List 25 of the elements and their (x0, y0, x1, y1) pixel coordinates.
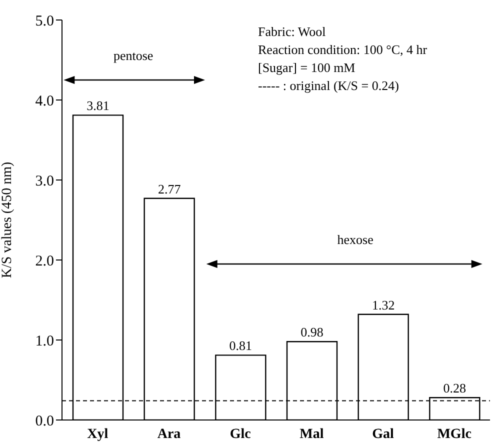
y-tick-label: 1.0 (35, 333, 54, 350)
y-tick-label: 0.0 (35, 413, 54, 430)
x-tick-label: Gal (372, 426, 394, 442)
y-tick-label: 4.0 (35, 93, 54, 110)
y-tick-label: 2.0 (35, 253, 54, 270)
x-tick-label: MGlc (437, 426, 472, 442)
data-label: 3.81 (86, 98, 110, 114)
y-tick-label: 3.0 (35, 173, 54, 190)
annotation: pentose (113, 48, 154, 63)
annotation: Reaction condition: 100 °C, 4 hr (258, 42, 428, 57)
data-label: 1.32 (372, 297, 395, 312)
annotation: hexose (337, 232, 374, 247)
data-label: 0.28 (443, 380, 466, 396)
data-label: 0.98 (300, 324, 324, 340)
x-tick-label: Ara (157, 426, 181, 442)
y-axis-title: K/S values (450 nm) (0, 162, 15, 278)
data-label: 0.81 (229, 338, 252, 354)
x-tick-label: Xyl (87, 426, 108, 442)
x-tick-label: Mal (300, 426, 324, 442)
data-label: 2.77 (158, 181, 182, 196)
annotation: ----- : original (K/S = 0.24) (258, 78, 399, 93)
y-tick-label: 5.0 (35, 13, 54, 30)
annotation: [Sugar] = 100 mM (258, 60, 356, 75)
annotation: Fabric: Wool (258, 24, 326, 39)
x-tick-label: Glc (230, 426, 251, 442)
